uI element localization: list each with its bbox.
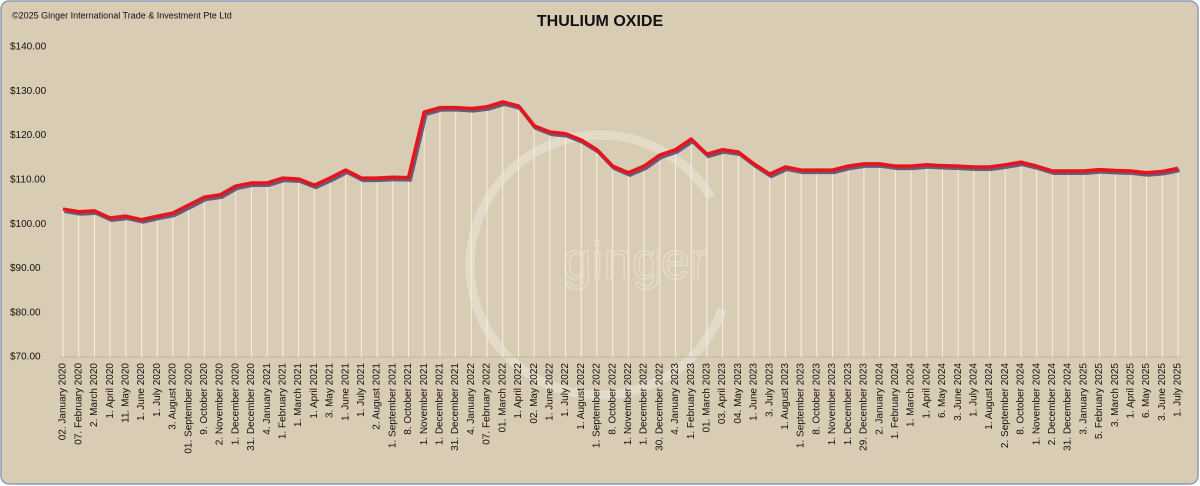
x-tick-label: 3. March 2025 <box>1110 363 1121 427</box>
x-tick-label: 1. July 2024 <box>968 363 979 417</box>
x-tick-label: 07. February 2020 <box>73 363 84 445</box>
x-tick-label: 1. February 2021 <box>277 363 288 440</box>
watermark: ginger <box>563 233 708 291</box>
x-tick-label: 1. September 2021 <box>387 363 398 448</box>
x-tick-label: 1. April 2022 <box>513 363 524 419</box>
x-tick-label: 01. March 2022 <box>497 363 508 433</box>
x-tick-label: 1. July 2025 <box>1173 363 1184 417</box>
x-tick-label: 1. March 2024 <box>906 363 917 427</box>
x-tick-label: 1. December 2021 <box>435 363 446 446</box>
x-tick-label: 03. April 2023 <box>717 363 728 425</box>
y-tick-label: $120.00 <box>10 130 47 141</box>
x-tick-label: 3. May 2021 <box>325 363 336 418</box>
x-tick-label: 1. December 2023 <box>843 363 854 446</box>
x-tick-label: 4. January 2023 <box>670 363 681 435</box>
x-tick-label: 8. October 2021 <box>403 363 414 435</box>
x-tick-label: 31. December 2021 <box>450 363 461 451</box>
y-tick-label: $140.00 <box>10 42 47 53</box>
x-tick-label: 1. April 2020 <box>105 363 116 419</box>
x-tick-label: 3. June 2024 <box>953 363 964 421</box>
y-tick-label: $130.00 <box>10 86 47 97</box>
x-tick-label: 1. April 2024 <box>921 363 932 419</box>
x-tick-label: 3. July 2023 <box>764 363 775 417</box>
x-tick-label: 1. November 2022 <box>623 363 634 446</box>
line <box>62 100 1179 222</box>
x-tick-label: 1. December 2022 <box>639 363 650 446</box>
x-tick-label: 31. December 2024 <box>1063 363 1074 451</box>
x-tick-label: 30. December 2022 <box>654 363 665 451</box>
x-tick-label: 02. May 2022 <box>529 363 540 424</box>
x-tick-label: 31. December 2020 <box>246 363 257 451</box>
x-tick-label: 8. October 2022 <box>607 363 618 435</box>
y-tick-label: $70.00 <box>10 352 41 363</box>
x-tick-label: 1. November 2023 <box>827 363 838 446</box>
x-tick-label: 1. August 2024 <box>984 363 995 430</box>
x-tick-label: 07. February 2022 <box>482 363 493 445</box>
x-tick-label: 8. October 2023 <box>811 363 822 435</box>
y-tick-label: $110.00 <box>10 174 46 185</box>
copyright: ©2025 Ginger International Trade & Inves… <box>12 10 232 20</box>
x-tick-label: 2. January 2024 <box>874 363 885 435</box>
x-tick-label: 1. August 2022 <box>576 363 587 430</box>
x-tick-label: 1. June 2022 <box>544 363 555 421</box>
x-tick-label: 02. January 2020 <box>58 363 69 441</box>
y-tick-label: $90.00 <box>10 263 41 274</box>
y-tick-label: $100.00 <box>10 219 47 230</box>
x-tick-label: 3. August 2020 <box>168 363 179 430</box>
x-tick-label: 04. May 2023 <box>733 363 744 424</box>
x-tick-label: 1. March 2021 <box>293 363 304 427</box>
x-tick-label: 3. June 2025 <box>1157 363 1168 421</box>
x-tick-label: 1. November 2021 <box>419 363 430 446</box>
x-tick-label: 1. September 2022 <box>592 363 603 448</box>
x-tick-label: 1. August 2023 <box>780 363 791 430</box>
x-tick-label: 01. September 2020 <box>183 363 194 454</box>
x-tick-label: 29. December 2023 <box>859 363 870 451</box>
x-tick-label: 3. January 2025 <box>1078 363 1089 435</box>
x-tick-label: 1. April 2021 <box>309 363 320 419</box>
x-tick-label: 2. November 2020 <box>215 363 226 446</box>
x-tick-label: 1. February 2023 <box>686 363 697 440</box>
x-tick-label: 1. June 2023 <box>749 363 760 421</box>
x-tick-label: 01. March 2023 <box>702 363 713 433</box>
x-tick-label: 8. October 2024 <box>1016 363 1027 435</box>
x-tick-label: 4. January 2021 <box>262 363 273 435</box>
x-tick-label: 1. November 2024 <box>1031 363 1042 446</box>
x-tick-label: 2. September 2024 <box>1000 363 1011 448</box>
x-tick-label: 2. August 2021 <box>372 363 383 430</box>
y-tick-label: $80.00 <box>10 307 41 318</box>
x-tick-label: 1. July 2021 <box>356 363 367 417</box>
x-tick-label: 6. May 2025 <box>1141 363 1152 418</box>
x-tick-label: 1. February 2024 <box>890 363 901 440</box>
chart-title: THULIUM OXIDE <box>537 13 664 30</box>
x-tick-label: 2. December 2024 <box>1047 363 1058 446</box>
x-tick-label: 1. June 2021 <box>340 363 351 421</box>
x-tick-label: 4. January 2022 <box>466 363 477 435</box>
x-tick-label: 1. September 2023 <box>796 363 807 448</box>
x-tick-label: 1. July 2020 <box>152 363 163 417</box>
x-tick-label: 11. May 2020 <box>120 363 131 423</box>
x-tick-label: 9. October 2020 <box>199 363 210 435</box>
x-tick-label: 5. February 2025 <box>1094 363 1105 440</box>
x-tick-label: 1. June 2020 <box>136 363 147 421</box>
x-tick-label: 2. March 2020 <box>89 363 100 427</box>
x-tick-label: 1. April 2025 <box>1126 363 1137 419</box>
x-tick-label: 1. July 2022 <box>560 363 571 417</box>
x-tick-label: 6. May 2024 <box>937 363 948 418</box>
x-tick-label: 1. December 2020 <box>230 363 241 446</box>
